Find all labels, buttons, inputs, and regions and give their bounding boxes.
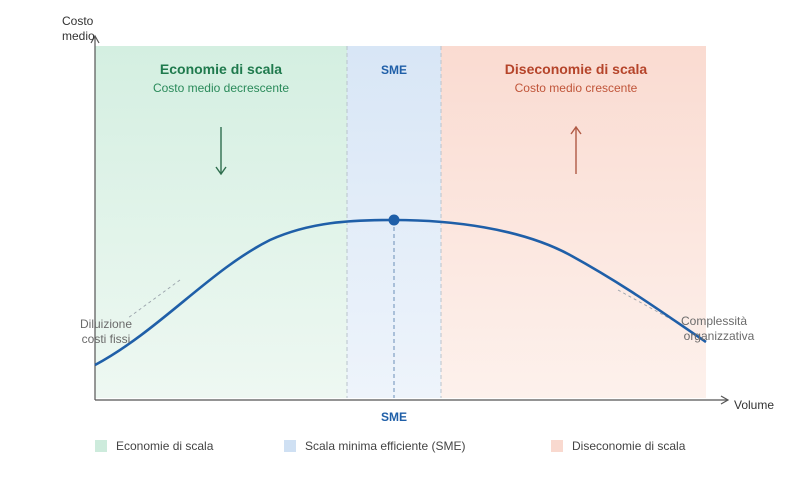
legend-swatch-diseconomies	[551, 440, 563, 452]
y-axis-label-line2: medio	[62, 29, 95, 43]
right-annotation-line1: Complessità	[681, 314, 747, 328]
diseconomies-subtitle: Costo medio crescente	[515, 81, 638, 95]
x-axis-label: Volume	[734, 398, 774, 412]
left-annotation-line1: Diluizione	[80, 317, 132, 331]
economies-title: Economie di scala	[160, 61, 282, 77]
economies-subtitle: Costo medio decrescente	[153, 81, 289, 95]
x-axis	[95, 395, 730, 405]
sme-axis-label: SME	[381, 410, 407, 424]
legend-swatch-economies	[95, 440, 107, 452]
legend-label-diseconomies: Diseconomie di scala	[572, 439, 686, 453]
up-arrow-icon	[570, 125, 582, 174]
sme-zone-title: SME	[381, 63, 407, 77]
legend-swatch-sme	[284, 440, 296, 452]
y-axis	[90, 34, 100, 400]
diseconomies-zone	[441, 46, 706, 398]
sme-point	[388, 214, 400, 226]
legend-label-economies: Economie di scala	[116, 439, 214, 453]
economies-zone	[95, 46, 347, 398]
down-arrow-icon	[215, 127, 227, 176]
left-annotation-line2: costi fissi	[82, 332, 131, 346]
legend-label-sme: Scala minima efficiente (SME)	[305, 439, 466, 453]
left-annotation-leader	[127, 279, 181, 319]
right-annotation-leader	[617, 289, 677, 323]
right-annotation-line2: organizzativa	[684, 329, 755, 343]
y-axis-label-line1: Costo	[62, 14, 94, 28]
legend: Economie di scala Scala minima efficient…	[95, 439, 686, 453]
diseconomies-title: Diseconomie di scala	[505, 61, 648, 77]
